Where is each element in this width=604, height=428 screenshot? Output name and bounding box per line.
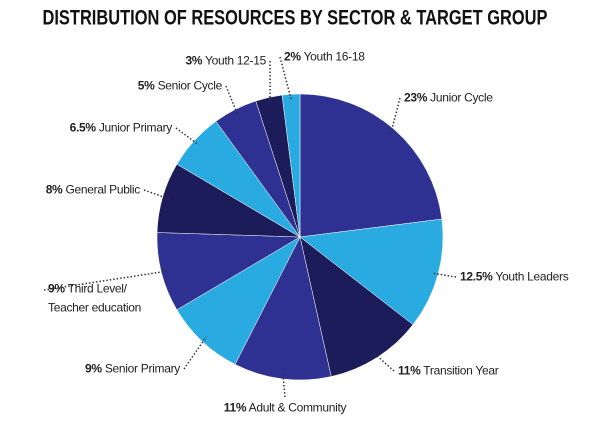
- slice-label: 8% General Public: [45, 181, 141, 200]
- pie-slice: [281, 93, 301, 238]
- slice-label: 9% Third Level/ Teacher education: [48, 279, 144, 317]
- leader-line: [175, 127, 200, 146]
- value-label: 11%: [398, 363, 421, 378]
- category-label: Transition Year: [423, 363, 499, 378]
- pie-slice: [299, 236, 414, 377]
- value-label: 9%: [48, 281, 65, 296]
- slice-label: 11% Transition Year: [398, 362, 499, 381]
- pie-slice: [156, 232, 301, 311]
- pie-slice: [234, 236, 332, 381]
- category-label: Youth 12-15: [205, 53, 266, 68]
- slice-label: 11% Adult & Community: [223, 399, 347, 418]
- category-label: Senior Cycle: [157, 78, 223, 93]
- leader-line: [279, 56, 293, 101]
- category-label: Third Level/ Teacher education: [48, 281, 141, 315]
- value-label: 3%: [185, 53, 203, 68]
- category-label: General Public: [65, 182, 140, 197]
- leader-line: [432, 272, 457, 278]
- value-label: 12.5%: [460, 269, 493, 284]
- leader-line: [183, 336, 207, 370]
- chart-title: DISTRIBUTION OF RESOURCES BY SECTOR & TA…: [43, 7, 548, 30]
- slice-label: 3% Youth 12-15: [185, 52, 266, 71]
- value-label: 8%: [45, 182, 63, 197]
- category-label: Junior Cycle: [430, 90, 493, 105]
- pie-slice: [176, 236, 301, 365]
- leader-line: [389, 97, 401, 135]
- value-label: 9%: [85, 361, 102, 376]
- pie-slice: [299, 93, 443, 238]
- value-label: 5%: [137, 78, 155, 93]
- category-label: Junior Primary: [98, 120, 172, 135]
- value-label: 23%: [404, 90, 428, 105]
- slice-label: 2% Youth 16-18: [284, 48, 365, 67]
- slice-label: 9% Senior Primary: [85, 360, 180, 379]
- slice-label: 5% Senior Cycle: [137, 77, 223, 96]
- value-label: 11%: [223, 400, 247, 415]
- slice-label: 12.5% Youth Leaders: [460, 268, 569, 287]
- leader-line: [372, 352, 395, 372]
- category-label: Senior Primary: [104, 361, 180, 376]
- leader-line: [282, 372, 286, 398]
- category-label: Youth 16-18: [303, 49, 365, 64]
- value-label: 2%: [284, 49, 301, 64]
- category-label: Youth Leaders: [495, 269, 569, 284]
- slice-label: 6.5% Junior Primary: [69, 119, 173, 138]
- value-label: 6.5%: [69, 120, 96, 135]
- leader-line: [143, 189, 169, 200]
- slice-label: 23% Junior Cycle: [404, 89, 493, 108]
- category-label: Adult & Community: [248, 400, 347, 415]
